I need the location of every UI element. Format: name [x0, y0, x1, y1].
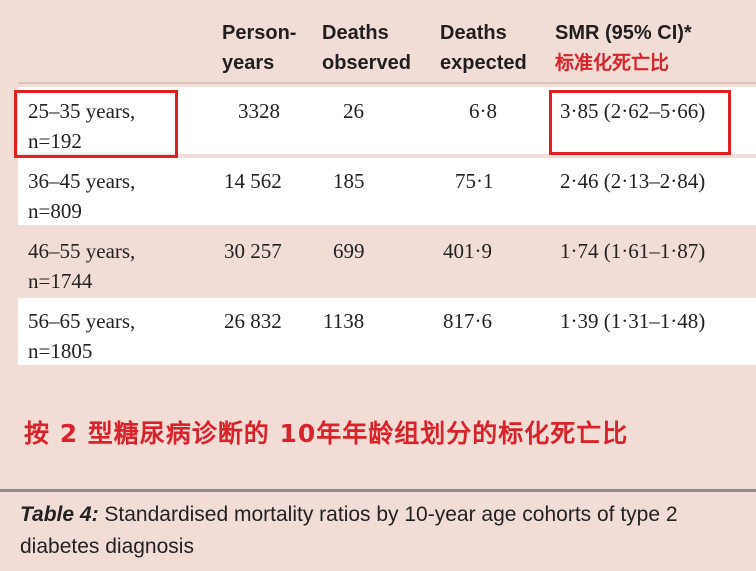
row-person-years: 26 832 — [224, 309, 282, 333]
header-deaths-expected: Deaths expected — [440, 22, 527, 74]
row-deaths-observed: 1138 — [323, 309, 365, 333]
table-row — [18, 228, 756, 295]
row-deaths-expected: 75·1 — [455, 169, 494, 193]
caption-text: Standardised mortality ratios by 10-year… — [20, 503, 678, 558]
table-row — [18, 158, 756, 225]
row-smr: 1·39 (1·31–1·48) — [560, 309, 706, 333]
row-deaths-observed: 26 — [343, 99, 364, 123]
row-age-group: 56–65 years, n=1805 — [28, 309, 136, 363]
row-deaths-expected: 401·9 — [443, 239, 492, 263]
table-row — [18, 298, 756, 365]
smr-highlight-box — [549, 90, 731, 155]
row-smr: 3·85 (2·62–5·66) — [560, 99, 706, 123]
caption-label: Table 4: — [20, 503, 99, 526]
row-person-years: 30 257 — [224, 239, 282, 263]
row-person-years: 3328 — [238, 99, 280, 123]
row-deaths-observed: 185 — [333, 169, 365, 193]
header-deaths-observed: Deaths observed — [322, 22, 411, 74]
row-person-years: 14 562 — [224, 169, 282, 193]
row-smr: 1·74 (1·61–1·87) — [560, 239, 706, 263]
header-divider — [18, 82, 756, 84]
age-group-highlight-box — [14, 90, 178, 158]
row-age-group: 36–45 years, n=809 — [28, 169, 136, 223]
row-age-group: 25–35 years, n=192 — [28, 99, 136, 153]
header-smr: SMR (95% CI)* 标准化死亡比 — [555, 18, 692, 78]
header-person-years: Person- years — [222, 22, 297, 74]
caption-divider — [0, 489, 756, 492]
row-deaths-expected: 6·8 — [469, 99, 497, 123]
table-row — [18, 87, 756, 154]
chinese-annotation: 按 2 型糖尿病诊断的 10年年龄组划分的标化死亡比 — [24, 419, 629, 448]
header-smr-chinese-label: 标准化死亡比 — [555, 52, 670, 74]
row-age-group: 46–55 years, n=1744 — [28, 239, 136, 293]
row-deaths-expected: 817·6 — [443, 309, 492, 333]
table-caption: Table 4: Standardised mortality ratios b… — [20, 499, 740, 563]
row-smr: 2·46 (2·13–2·84) — [560, 169, 706, 193]
row-deaths-observed: 699 — [333, 239, 365, 263]
